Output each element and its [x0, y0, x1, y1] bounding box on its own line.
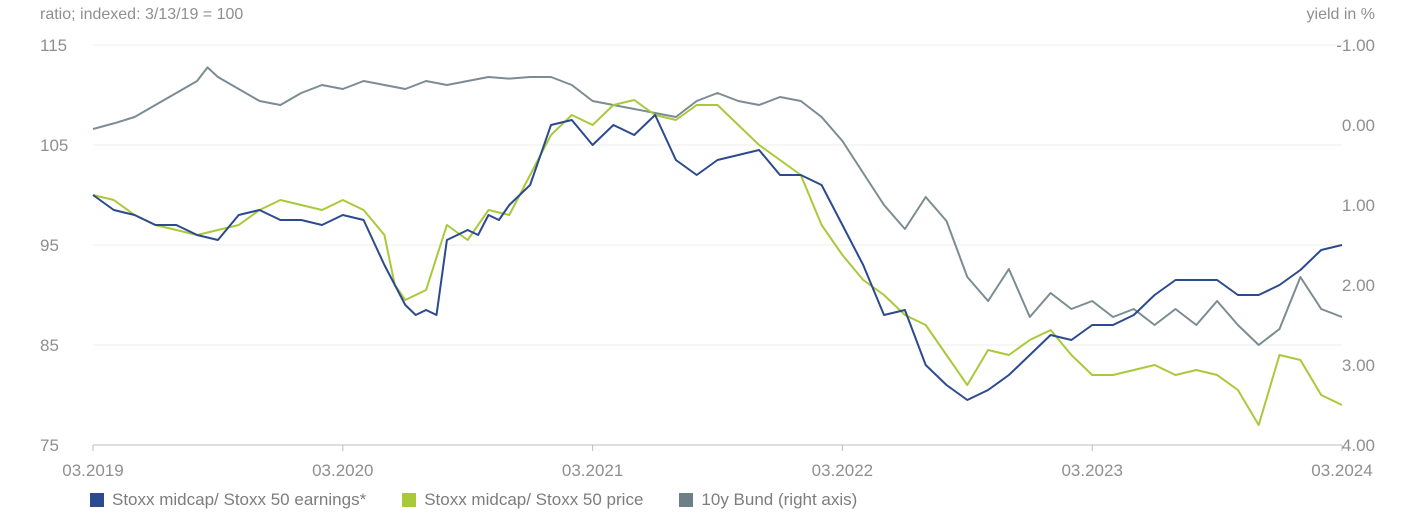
chart: 115 105 95 85 75 -1.00 0.00 1.00 2.00 3.00 4.00 03.…: [40, 36, 1375, 480]
series-lines: [92, 66, 1343, 426]
legend-label-bund: 10y Bund (right axis): [701, 490, 858, 509]
x-tick-label: 03.2019: [62, 461, 123, 480]
series-line-2: [92, 66, 1343, 346]
right-tick-label: 2.00: [1342, 276, 1375, 295]
legend-item-bund: 10y Bund (right axis): [679, 490, 857, 510]
left-tick-label: 75: [40, 436, 59, 455]
right-tick-label: 3.00: [1342, 356, 1375, 375]
legend-item-price: Stoxx midcap/ Stoxx 50 price: [402, 490, 643, 510]
right-axis-label: yield in %: [1306, 6, 1375, 23]
x-tick-label: 03.2020: [312, 461, 373, 480]
legend-swatch-earnings: [90, 493, 104, 507]
left-tick-label: 85: [40, 336, 59, 355]
x-tick-label: 03.2021: [562, 461, 623, 480]
tick-labels: 115 105 95 85 75 -1.00 0.00 1.00 2.00 3.00 4.00 03.…: [40, 36, 1375, 480]
legend-swatch-bund: [679, 493, 694, 507]
legend-label-price: Stoxx midcap/ Stoxx 50 price: [424, 490, 644, 509]
right-tick-label: 4.00: [1342, 436, 1375, 455]
left-tick-label: 95: [40, 236, 59, 255]
right-tick-label: 1.00: [1342, 196, 1375, 215]
legend-label-earnings: Stoxx midcap/ Stoxx 50 earnings*: [112, 490, 367, 509]
x-tick-label: 03.2022: [812, 461, 873, 480]
right-tick-label: -1.00: [1336, 36, 1375, 55]
series-line-0: [92, 114, 1343, 401]
right-tick-label: 0.00: [1342, 116, 1375, 135]
gridlines: [92, 44, 1343, 451]
left-tick-label: 115: [40, 36, 67, 55]
series-line-1: [92, 99, 1343, 426]
x-tick-label: 03.2024: [1311, 461, 1372, 480]
left-axis-label: ratio; indexed: 3/13/19 = 100: [40, 6, 244, 23]
legend-item-earnings: Stoxx midcap/ Stoxx 50 earnings*: [90, 490, 366, 510]
legend: Stoxx midcap/ Stoxx 50 earnings* Stoxx m…: [90, 490, 857, 510]
legend-swatch-price: [402, 493, 417, 507]
x-tick-label: 03.2023: [1061, 461, 1122, 480]
left-tick-label: 105: [40, 136, 68, 155]
